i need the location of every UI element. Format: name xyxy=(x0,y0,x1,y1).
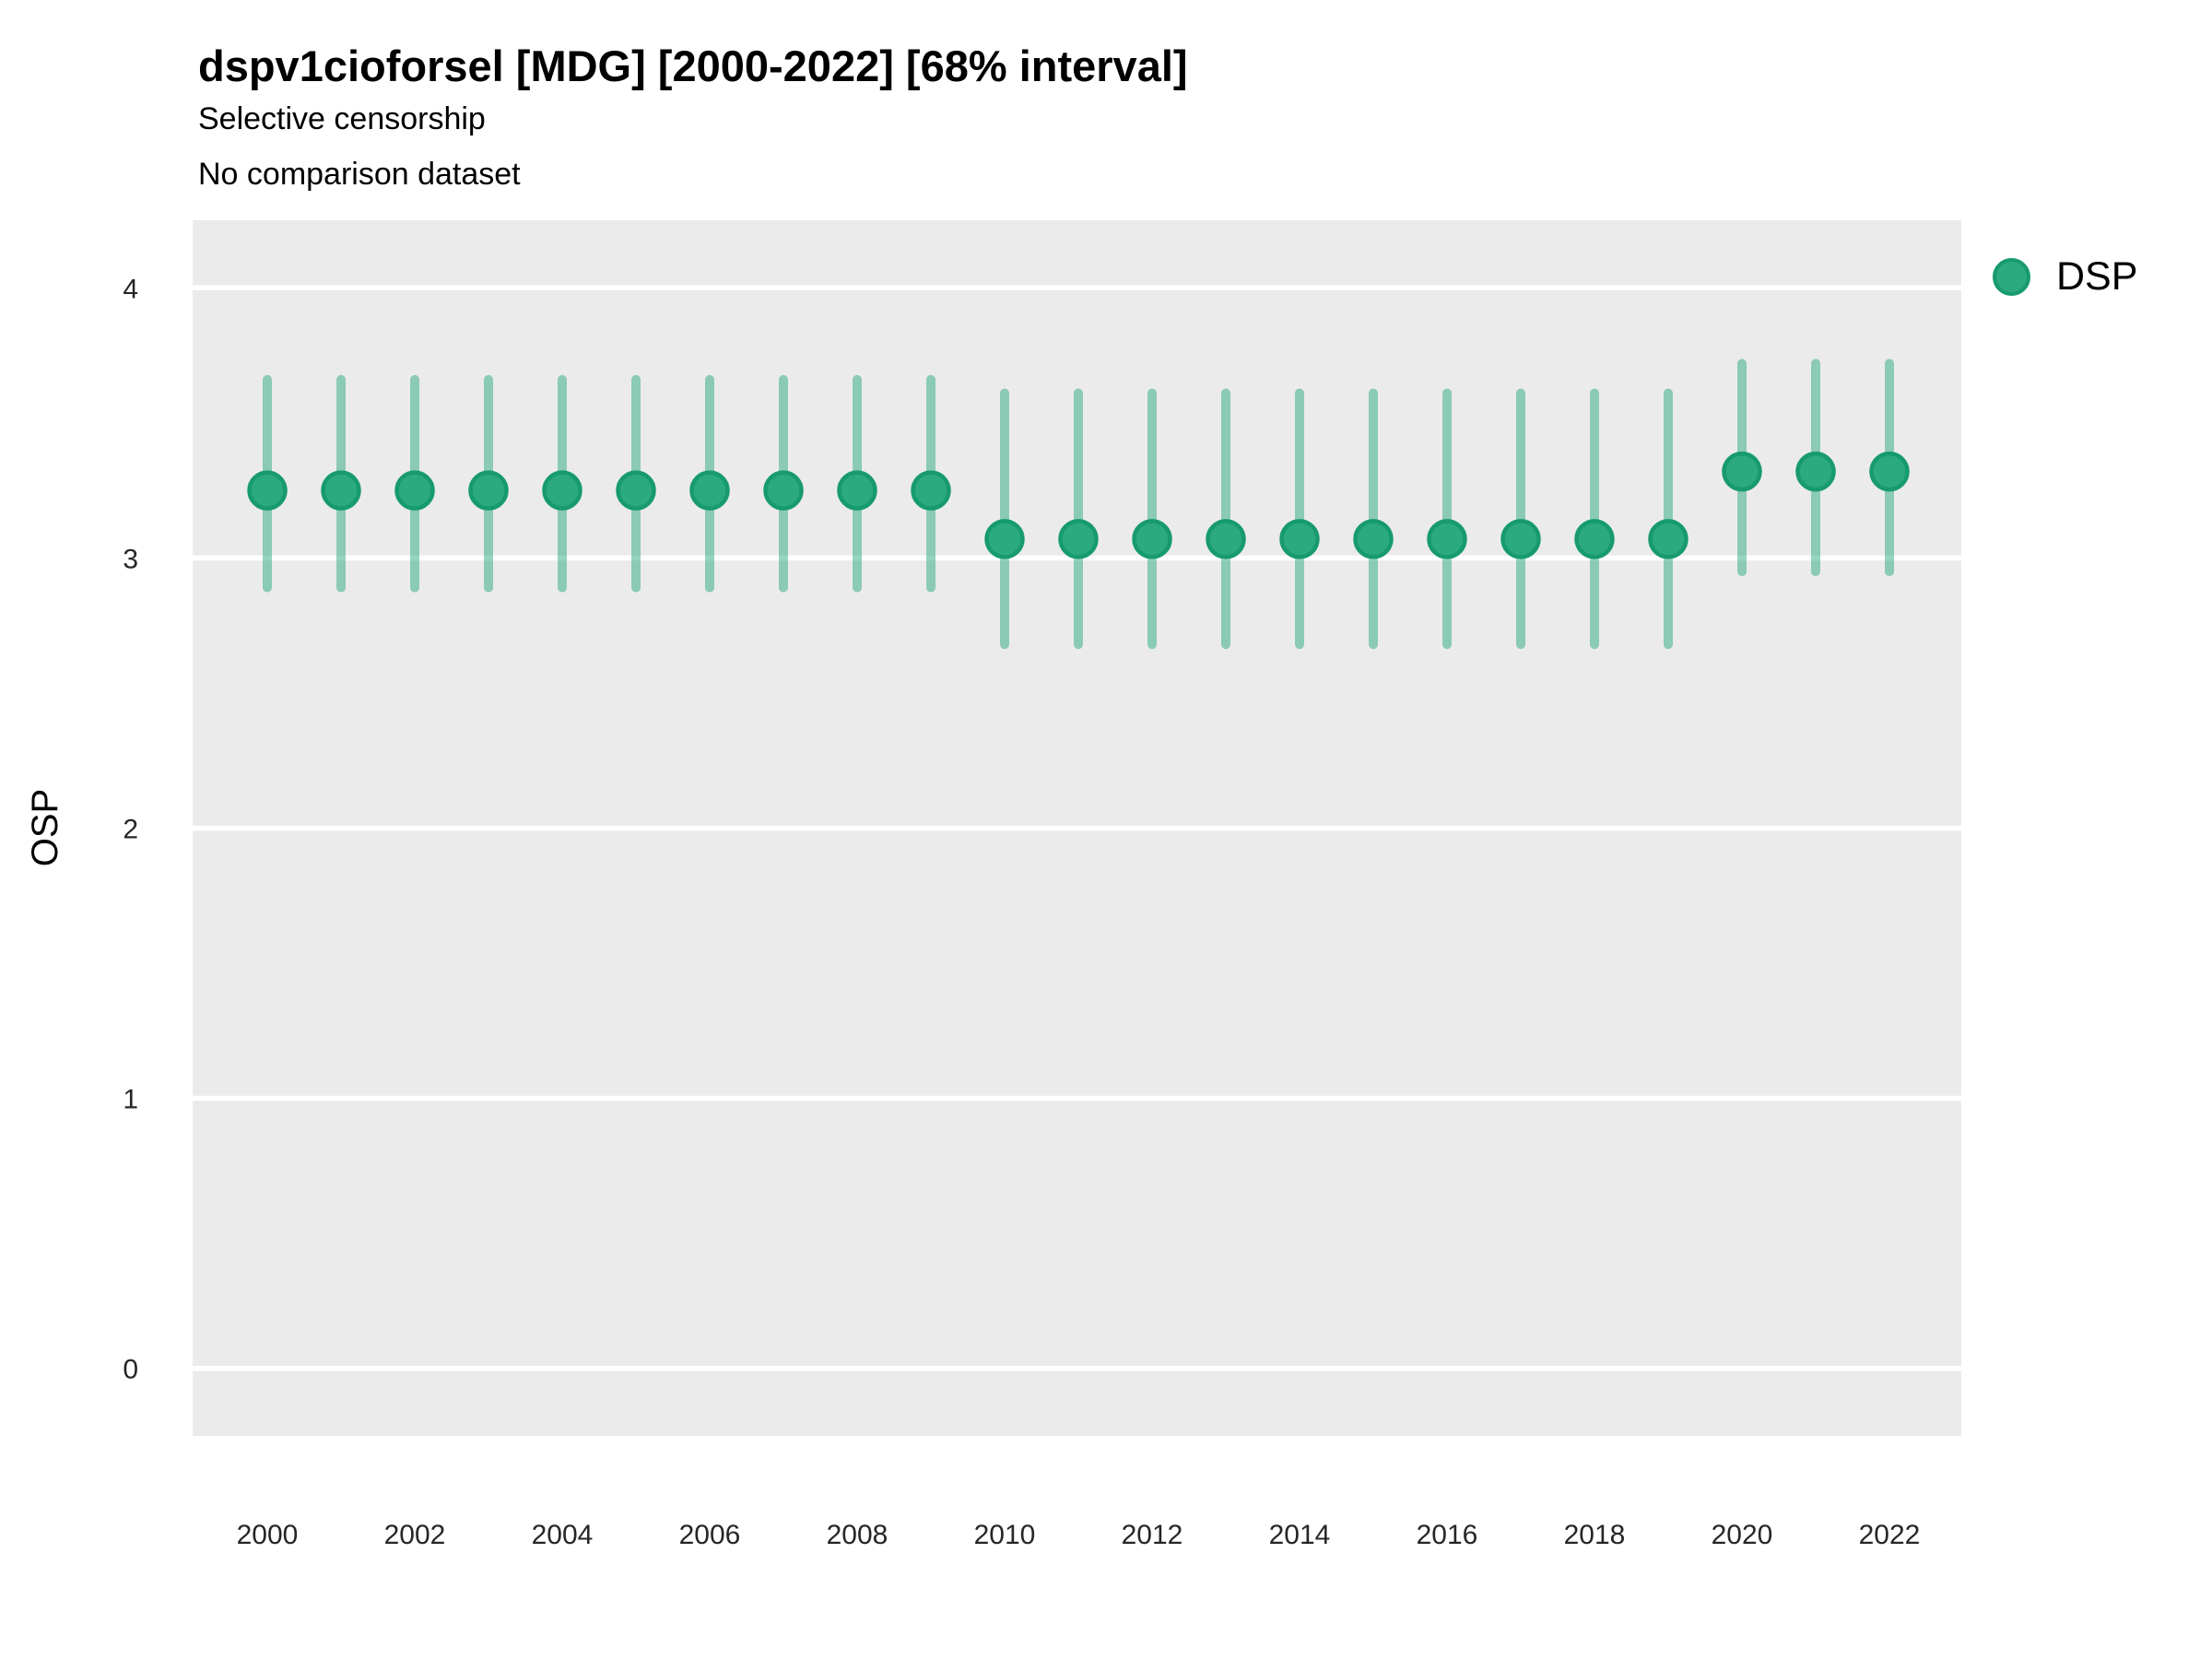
data-point-2016 xyxy=(1427,519,1467,559)
data-point-2020 xyxy=(1722,451,1762,492)
data-point-2001 xyxy=(321,470,361,511)
data-point-2007 xyxy=(763,470,804,511)
data-point-2013 xyxy=(1206,519,1246,559)
x-tick-label-2022: 2022 xyxy=(1859,1520,1921,1550)
legend: DSP xyxy=(1993,254,2137,299)
x-tick-label-2002: 2002 xyxy=(384,1520,446,1550)
y-tick-label-3: 3 xyxy=(123,544,138,574)
x-tick-label-2014: 2014 xyxy=(1269,1520,1331,1550)
y-tick-label-4: 4 xyxy=(123,274,138,304)
chart-title: dspv1cioforsel [MDG] [2000-2022] [68% in… xyxy=(198,41,1188,90)
data-point-2019 xyxy=(1648,519,1688,559)
data-point-2017 xyxy=(1500,519,1541,559)
y-tick-label-1: 1 xyxy=(123,1085,138,1115)
data-point-2014 xyxy=(1279,519,1320,559)
data-point-2010 xyxy=(984,519,1025,559)
data-point-2022 xyxy=(1869,451,1910,492)
legend-label: DSP xyxy=(2056,254,2138,299)
data-point-2005 xyxy=(616,470,656,511)
x-tick-label-2004: 2004 xyxy=(532,1520,594,1550)
chart-subtitle-line1: Selective censorship xyxy=(198,101,486,136)
data-point-2012 xyxy=(1132,519,1172,559)
x-tick-label-2010: 2010 xyxy=(974,1520,1036,1550)
x-tick-label-2000: 2000 xyxy=(237,1520,299,1550)
data-point-2002 xyxy=(394,470,435,511)
y-tick-label-2: 2 xyxy=(123,815,138,845)
data-point-2003 xyxy=(468,470,509,511)
y-tick-label-0: 0 xyxy=(123,1355,138,1385)
data-point-2011 xyxy=(1058,519,1099,559)
x-tick-label-2018: 2018 xyxy=(1564,1520,1626,1550)
data-point-2009 xyxy=(911,470,951,511)
x-tick-label-2020: 2020 xyxy=(1712,1520,1773,1550)
legend-point-icon xyxy=(1993,257,2030,296)
y-axis-title: OSP xyxy=(25,789,65,866)
x-tick-label-2006: 2006 xyxy=(679,1520,741,1550)
data-point-2021 xyxy=(1795,451,1836,492)
data-point-2008 xyxy=(837,470,877,511)
data-point-2000 xyxy=(247,470,288,511)
data-point-2004 xyxy=(542,470,582,511)
data-point-2015 xyxy=(1353,519,1394,559)
data-point-2006 xyxy=(689,470,730,511)
x-tick-label-2008: 2008 xyxy=(827,1520,888,1550)
x-tick-label-2016: 2016 xyxy=(1417,1520,1478,1550)
data-point-2018 xyxy=(1574,519,1615,559)
chart-subtitle-line2: No comparison dataset xyxy=(198,157,521,192)
x-tick-label-2012: 2012 xyxy=(1122,1520,1183,1550)
